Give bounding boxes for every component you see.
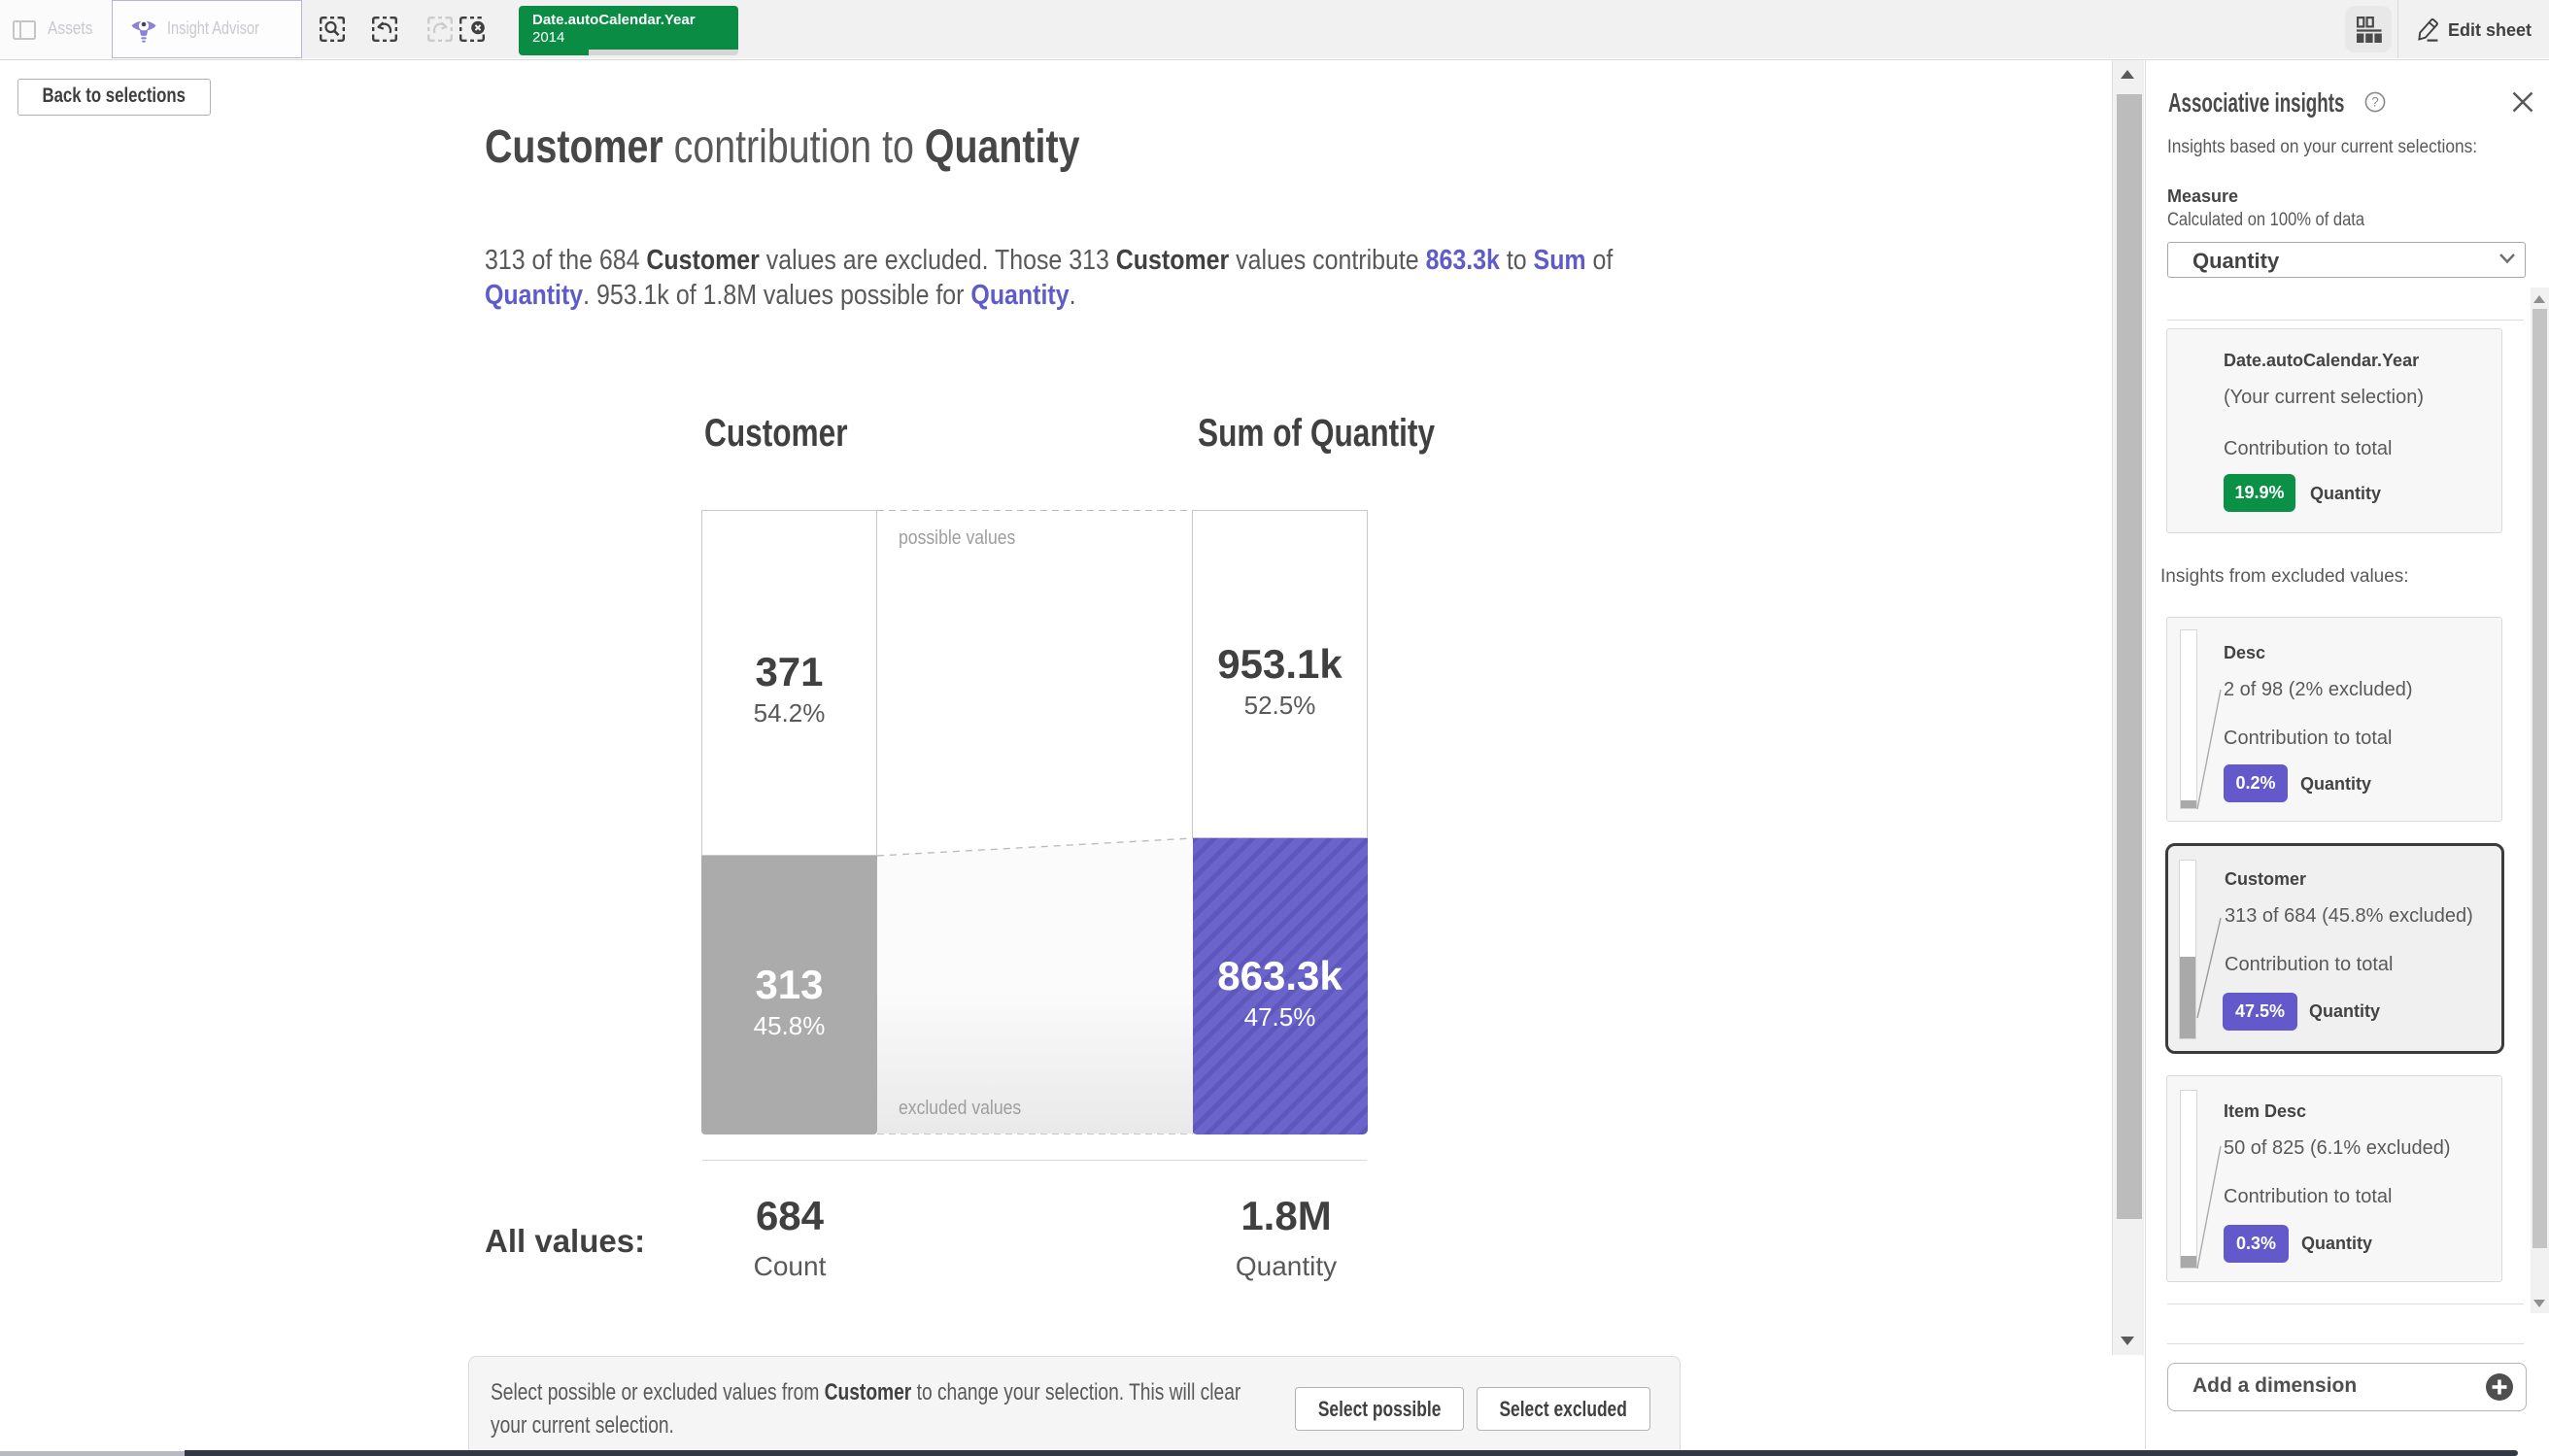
svg-text:?: ? [2371, 95, 2379, 110]
